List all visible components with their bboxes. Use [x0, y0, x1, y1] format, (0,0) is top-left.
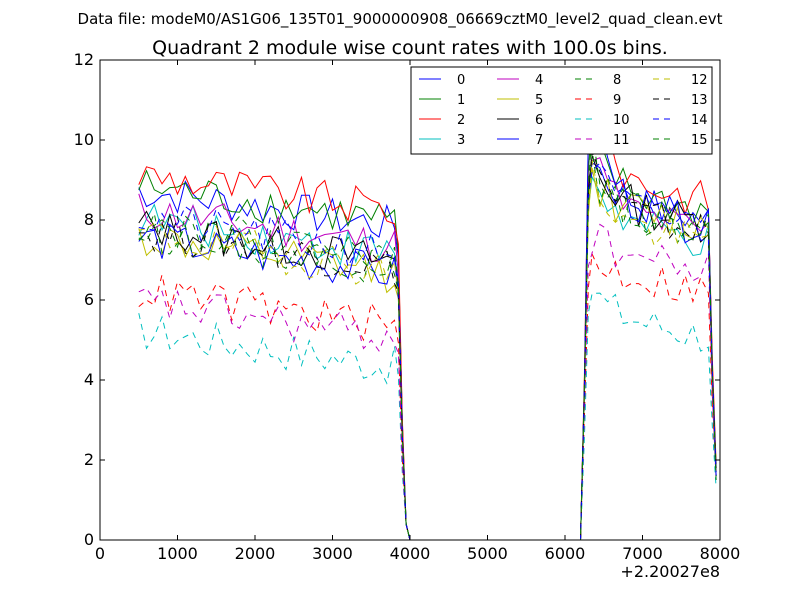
legend-label-0: 0	[457, 73, 465, 88]
legend-label-11: 11	[613, 133, 630, 148]
y-tick-label: 0	[84, 530, 94, 549]
series-line-13	[138, 151, 717, 541]
legend-label-10: 10	[613, 113, 630, 128]
chart-suptitle: Data file: modeM0/AS1G06_135T01_90000009…	[78, 10, 723, 29]
series-line-4	[138, 157, 717, 541]
x-tick-label: 5000	[467, 544, 508, 563]
x-tick-label: 6000	[545, 544, 586, 563]
x-tick-label: 8000	[700, 544, 741, 563]
x-tick-label: 7000	[622, 544, 663, 563]
series-line-8	[138, 150, 717, 541]
legend-box	[410, 66, 713, 155]
series-layer	[138, 93, 717, 541]
series-line-9	[138, 252, 717, 541]
series-line-2	[138, 93, 717, 541]
series-line-7	[138, 102, 717, 541]
x-tick-label: 0	[95, 544, 105, 563]
y-tick-label: 8	[84, 210, 94, 229]
legend-label-1: 1	[457, 93, 465, 108]
legend-label-12: 12	[691, 73, 708, 88]
series-line-11	[138, 223, 717, 541]
series-line-10	[138, 292, 717, 541]
legend-label-2: 2	[457, 113, 465, 128]
x-tick-label: 3000	[312, 544, 353, 563]
y-tick-label: 10	[74, 130, 94, 149]
chart-title: Quadrant 2 module wise count rates with …	[152, 37, 668, 59]
x-tick-label: 1000	[157, 544, 198, 563]
legend-label-7: 7	[535, 133, 543, 148]
y-tick-label: 2	[84, 450, 94, 469]
legend-label-13: 13	[691, 93, 708, 108]
x-offset-label: +2.20027e8	[620, 562, 720, 581]
legend-label-15: 15	[691, 133, 708, 148]
series-line-5	[138, 168, 717, 541]
legend-label-4: 4	[535, 73, 543, 88]
y-tick-label: 6	[84, 290, 94, 309]
legend-label-3: 3	[457, 133, 465, 148]
legend-label-8: 8	[613, 73, 621, 88]
y-tick-label: 4	[84, 370, 94, 389]
x-tick-label: 2000	[235, 544, 276, 563]
series-line-15	[138, 130, 717, 541]
y-tick-label: 12	[74, 50, 94, 69]
series-line-1	[138, 114, 717, 541]
legend-label-6: 6	[535, 113, 543, 128]
series-line-14	[138, 162, 717, 541]
series-line-12	[138, 160, 717, 541]
legend-label-9: 9	[613, 93, 621, 108]
legend-label-5: 5	[535, 93, 543, 108]
series-line-3	[138, 175, 717, 541]
x-tick-label: 4000	[390, 544, 431, 563]
legend-label-14: 14	[691, 113, 708, 128]
ticks-layer: 0 1000 2000 3000 4000 5000 6000 7000 80000246810…	[74, 50, 741, 563]
